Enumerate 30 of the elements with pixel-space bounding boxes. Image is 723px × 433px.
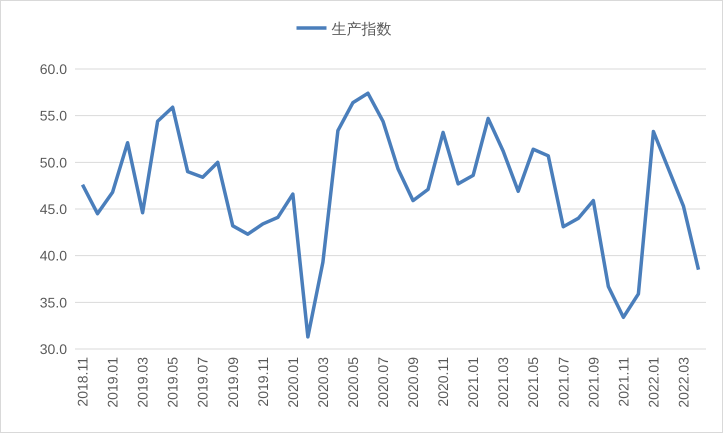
x-tick-label: 2021.03: [495, 356, 512, 408]
x-tick-label: 2021.11: [615, 356, 632, 407]
x-tick-label: 2020.05: [344, 356, 361, 408]
x-tick-label: 2021.05: [525, 356, 542, 408]
y-tick-label: 35.0: [40, 294, 68, 310]
x-tick-label: 2022.01: [645, 356, 662, 408]
x-tick-label: 2022.03: [675, 356, 692, 408]
x-tick-label: 2019.11: [254, 356, 271, 407]
y-tick-label: 45.0: [40, 201, 68, 217]
y-tick-label: 50.0: [40, 154, 68, 170]
y-tick-label: 55.0: [40, 108, 68, 124]
y-tick-label: 60.0: [40, 61, 68, 77]
x-tick-label: 2018.11: [74, 356, 91, 407]
x-tick-label: 2019.07: [194, 356, 211, 408]
x-tick-label: 2019.01: [104, 356, 121, 408]
x-tick-label: 2019.09: [224, 356, 241, 408]
x-tick-label: 2020.03: [314, 356, 331, 408]
x-tick-label: 2020.01: [284, 356, 301, 408]
x-tick-label: 2021.07: [555, 356, 572, 408]
x-tick-label: 2021.09: [585, 356, 602, 408]
y-tick-label: 40.0: [40, 248, 68, 264]
legend-label: 生产指数: [332, 21, 392, 38]
x-tick-label: 2020.09: [405, 356, 422, 408]
x-tick-label: 2019.03: [134, 356, 151, 408]
x-tick-label: 2020.11: [435, 356, 452, 407]
y-tick-label: 30.0: [40, 341, 68, 357]
x-tick-label: 2020.07: [374, 356, 391, 408]
x-tick-label: 2021.01: [465, 356, 482, 408]
x-tick-label: 2019.05: [164, 356, 181, 408]
line-series: [80, 92, 700, 339]
